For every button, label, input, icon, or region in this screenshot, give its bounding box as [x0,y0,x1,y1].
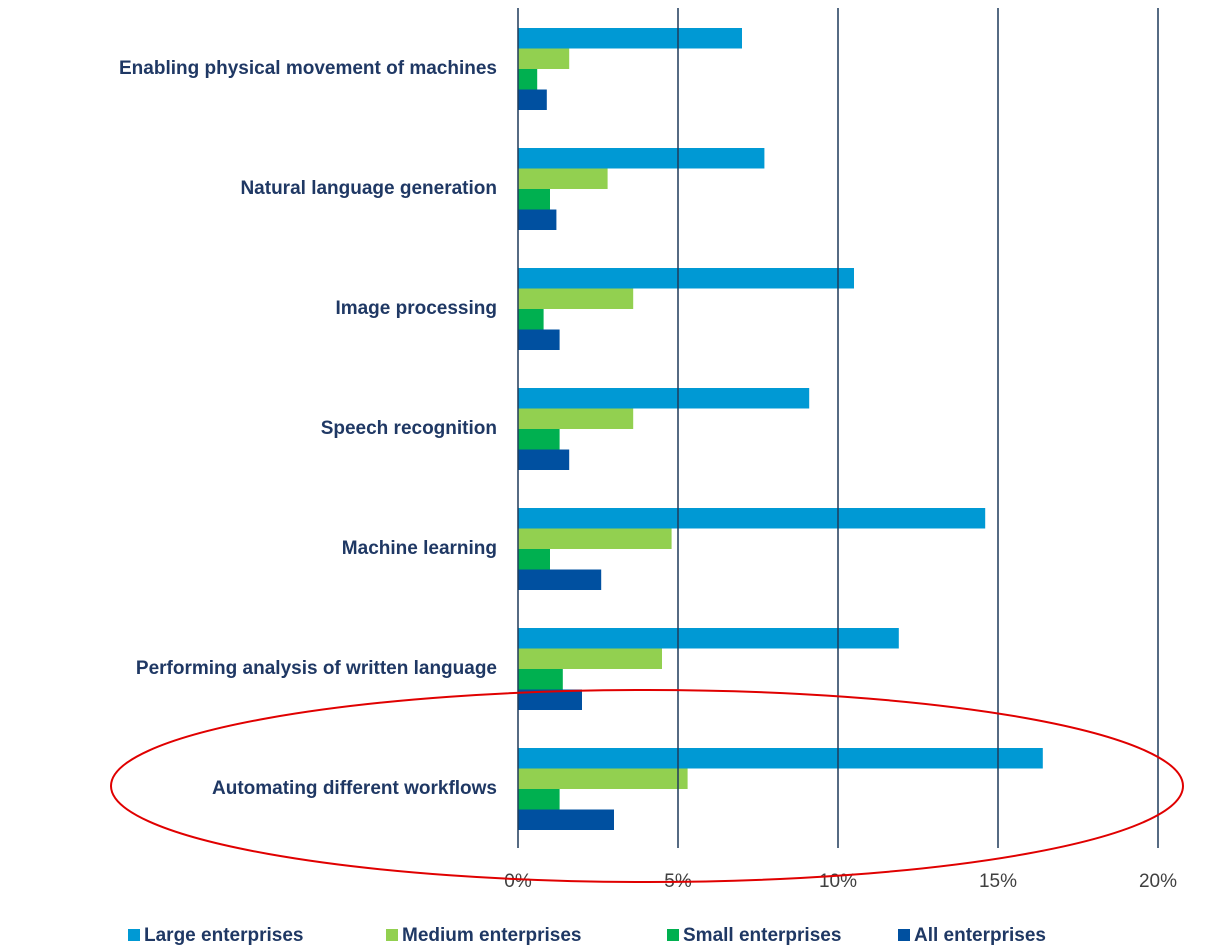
bar [518,189,550,210]
legend-label: Small enterprises [683,925,841,946]
legend-label: Medium enterprises [402,925,582,946]
bar [518,789,560,810]
legend-swatch [667,929,679,941]
bar [518,748,1043,769]
category-label: Natural language generation [240,178,497,199]
bar [518,528,672,549]
bar [518,549,550,570]
bar [518,288,634,309]
category-label: Automating different workflows [212,778,497,799]
category-label: Machine learning [342,538,497,559]
highlight-ellipse [110,689,1184,883]
legend-swatch [386,929,398,941]
legend-swatch [128,929,140,941]
bar [518,69,538,90]
x-tick-label: 0% [504,871,532,892]
bar [518,89,547,110]
bar [518,309,544,330]
bar [518,329,560,350]
bar [518,148,765,169]
category-label: Image processing [335,298,497,319]
category-label: Enabling physical movement of machines [119,58,497,79]
bar [518,648,662,669]
bar [518,429,560,450]
bar [518,628,899,649]
bar [518,768,688,789]
bar [518,449,570,470]
bar [518,809,614,830]
bar [518,689,582,710]
bar [518,28,742,49]
x-tick-label: 20% [1139,871,1177,892]
bar [518,408,634,429]
legend-label: All enterprises [914,925,1046,946]
x-tick-label: 15% [979,871,1017,892]
bar [518,508,986,529]
legend-swatch [898,929,910,941]
category-label: Speech recognition [321,418,497,439]
bar [518,388,810,409]
bar [518,268,854,289]
bar [518,48,570,69]
bar [518,669,563,690]
bar [518,209,557,230]
category-label: Performing analysis of written language [136,658,497,679]
legend-label: Large enterprises [144,925,303,946]
bar [518,168,608,189]
bar [518,569,602,590]
